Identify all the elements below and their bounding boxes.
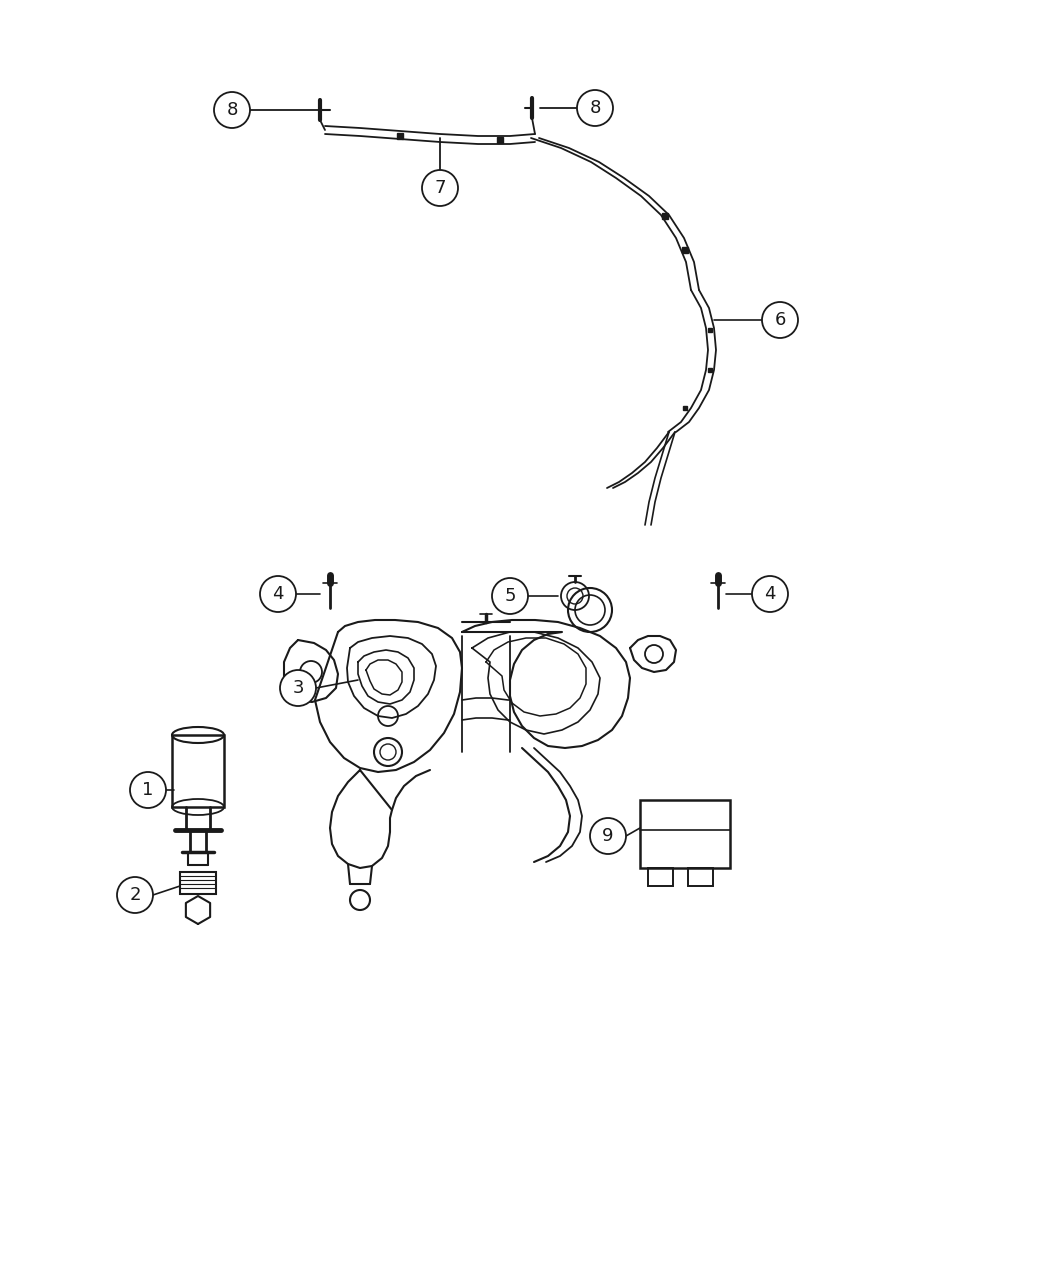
Text: 7: 7 [435,179,446,198]
Circle shape [492,578,528,615]
Bar [180,872,216,894]
Text: 6: 6 [774,311,785,329]
Text: 2: 2 [129,886,141,904]
Text: 9: 9 [603,827,614,845]
Text: 8: 8 [227,101,237,119]
Text: 4: 4 [272,585,284,603]
Text: 3: 3 [292,680,303,697]
Circle shape [260,576,296,612]
Circle shape [590,819,626,854]
Circle shape [130,771,166,808]
Bar [688,868,713,886]
Circle shape [578,91,613,126]
Text: 5: 5 [504,586,516,606]
Circle shape [422,170,458,207]
Bar [648,868,673,886]
Text: 1: 1 [143,782,153,799]
Text: 8: 8 [589,99,601,117]
Circle shape [214,92,250,128]
Circle shape [752,576,788,612]
Text: 4: 4 [764,585,776,603]
Bar [640,799,730,868]
Circle shape [280,669,316,706]
Circle shape [762,302,798,338]
Bar [172,734,224,807]
Circle shape [117,877,153,913]
